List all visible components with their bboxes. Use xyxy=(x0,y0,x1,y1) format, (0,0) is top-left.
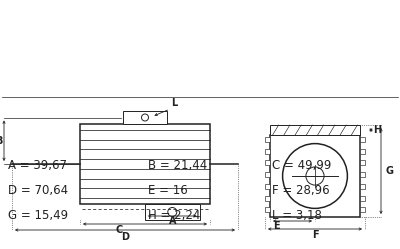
Bar xyxy=(265,196,270,201)
Text: D: D xyxy=(121,232,129,242)
Bar xyxy=(270,135,360,217)
Text: L = 3,18: L = 3,18 xyxy=(272,208,322,222)
Bar xyxy=(360,160,365,165)
Text: E = 16: E = 16 xyxy=(148,184,188,196)
Bar xyxy=(360,207,365,212)
Bar xyxy=(265,172,270,177)
Text: B: B xyxy=(0,136,2,146)
Bar xyxy=(265,207,270,212)
Bar xyxy=(265,160,270,165)
Bar xyxy=(360,184,365,189)
Text: G: G xyxy=(385,166,393,176)
Text: C = 49,99: C = 49,99 xyxy=(272,159,331,172)
Bar xyxy=(360,149,365,154)
Bar xyxy=(360,196,365,201)
Text: A: A xyxy=(168,216,176,226)
Bar xyxy=(265,149,270,154)
Text: L: L xyxy=(171,98,177,108)
Text: F = 28,96: F = 28,96 xyxy=(272,184,330,196)
Bar xyxy=(360,172,365,177)
Text: E: E xyxy=(273,221,280,231)
Bar xyxy=(265,137,270,142)
Text: A = 39,67: A = 39,67 xyxy=(8,159,67,172)
Bar xyxy=(123,111,167,124)
Text: G = 15,49: G = 15,49 xyxy=(8,208,68,222)
Text: H = 2,24: H = 2,24 xyxy=(148,208,200,222)
Bar xyxy=(80,124,210,204)
Text: D = 70,64: D = 70,64 xyxy=(8,184,68,196)
Bar xyxy=(145,204,200,220)
Bar xyxy=(270,125,360,135)
Bar xyxy=(265,184,270,189)
Text: B = 21,44: B = 21,44 xyxy=(148,159,207,172)
Text: C: C xyxy=(115,225,123,235)
Text: H: H xyxy=(373,125,381,135)
Text: F: F xyxy=(312,230,318,240)
Bar xyxy=(360,137,365,142)
